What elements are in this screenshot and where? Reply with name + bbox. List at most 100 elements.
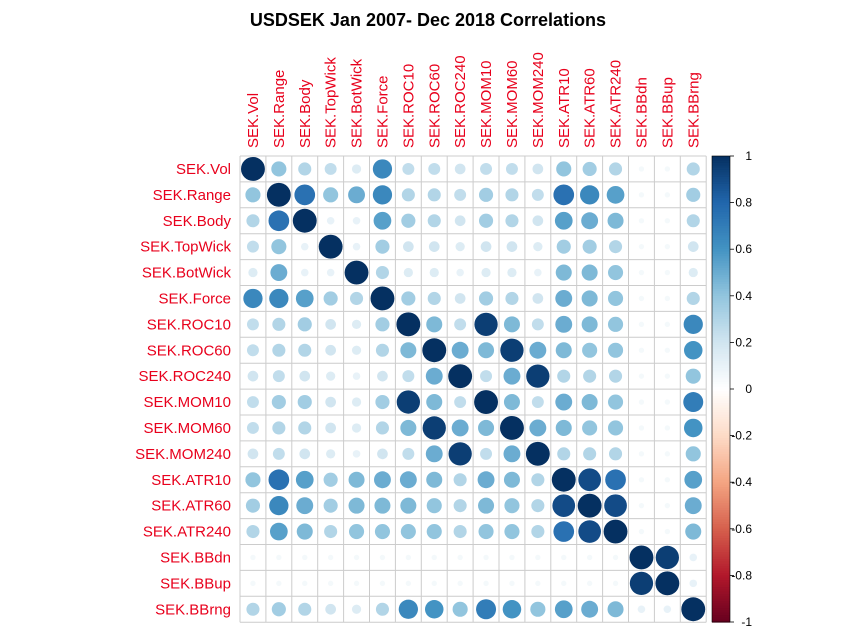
colorbar-segment bbox=[712, 307, 730, 311]
correlation-circle bbox=[578, 520, 601, 543]
correlation-circle bbox=[478, 213, 494, 228]
correlation-circle bbox=[297, 317, 312, 332]
correlation-circle bbox=[664, 399, 671, 405]
colorbar-segment bbox=[712, 498, 730, 502]
colorbar-segment bbox=[712, 239, 730, 243]
column-label: SEK.ROC60 bbox=[426, 64, 443, 148]
correlation-circle bbox=[400, 342, 417, 359]
colorbar-segment bbox=[712, 577, 730, 581]
colorbar-tick-label: -0.8 bbox=[731, 568, 752, 582]
correlation-circle bbox=[323, 187, 339, 203]
colorbar-segment bbox=[712, 400, 730, 404]
colorbar-segment bbox=[712, 158, 730, 162]
correlation-circle bbox=[557, 447, 571, 461]
correlation-circle bbox=[535, 554, 541, 561]
column-label: SEK.Force bbox=[374, 75, 391, 148]
colorbar-segment bbox=[712, 284, 730, 288]
colorbar-segment bbox=[712, 437, 730, 441]
colorbar-segment bbox=[712, 272, 730, 276]
correlation-circle bbox=[607, 394, 624, 410]
correlation-circle bbox=[400, 497, 417, 514]
correlation-circle bbox=[351, 319, 362, 329]
correlation-circle bbox=[453, 525, 467, 539]
colorbar-segment bbox=[712, 549, 730, 553]
correlation-circle bbox=[609, 447, 623, 461]
row-label: SEK.Vol bbox=[176, 161, 231, 178]
colorbar-segment bbox=[712, 156, 730, 159]
correlation-circle bbox=[582, 161, 597, 177]
colorbar-segment bbox=[712, 197, 730, 201]
correlation-circle bbox=[503, 316, 520, 333]
correlation-circle bbox=[400, 523, 416, 540]
correlation-circle bbox=[480, 447, 493, 460]
colorbar-segment bbox=[712, 612, 730, 616]
correlation-circle bbox=[269, 522, 288, 541]
column-label: SEK.MOM240 bbox=[530, 52, 547, 148]
correlation-circle bbox=[375, 239, 390, 254]
correlation-circle bbox=[403, 267, 413, 278]
colorbar-segment bbox=[712, 349, 730, 353]
colorbar-segment bbox=[712, 419, 730, 423]
correlation-circle bbox=[533, 242, 543, 252]
colorbar-segment bbox=[712, 258, 730, 262]
colorbar-segment bbox=[712, 279, 730, 283]
correlation-circle bbox=[403, 241, 414, 252]
correlation-circle bbox=[607, 264, 624, 281]
correlation-circle bbox=[554, 600, 573, 619]
colorbar-tick-label: -1 bbox=[741, 615, 752, 629]
correlation-circle bbox=[372, 185, 393, 205]
colorbar-segment bbox=[712, 167, 730, 171]
correlation-circle bbox=[399, 471, 417, 489]
correlation-circle bbox=[500, 416, 524, 440]
correlation-circle bbox=[531, 525, 545, 539]
colorbar-segment bbox=[712, 265, 730, 269]
correlation-circle bbox=[374, 471, 391, 489]
colorbar-segment bbox=[712, 444, 730, 448]
correlation-circle bbox=[683, 340, 703, 360]
correlation-circle bbox=[298, 602, 312, 616]
correlation-circle bbox=[451, 419, 469, 437]
correlation-circle bbox=[500, 338, 524, 362]
correlation-circle bbox=[326, 216, 335, 225]
correlation-circle bbox=[506, 241, 518, 252]
correlation-circle bbox=[607, 420, 624, 436]
colorbar-segment bbox=[712, 316, 730, 320]
correlation-circle bbox=[638, 166, 645, 172]
correlation-circle bbox=[350, 291, 364, 305]
colorbar-segment bbox=[712, 395, 730, 399]
colorbar-segment bbox=[712, 430, 730, 434]
colorbar-segment bbox=[712, 375, 730, 378]
colorbar-segment bbox=[712, 598, 730, 602]
correlation-circle bbox=[300, 268, 309, 277]
colorbar-segment bbox=[712, 489, 730, 493]
correlation-circle bbox=[629, 545, 654, 570]
correlation-circle bbox=[686, 214, 700, 228]
colorbar-segment bbox=[712, 491, 730, 495]
correlation-circle bbox=[507, 267, 517, 278]
colorbar-segment bbox=[712, 454, 730, 458]
correlation-circle bbox=[638, 269, 645, 276]
correlation-circle bbox=[318, 234, 343, 259]
row-label: SEK.MOM10 bbox=[143, 394, 231, 411]
row-label: SEK.BotWick bbox=[142, 265, 232, 282]
row-label: SEK.BBup bbox=[160, 575, 231, 592]
colorbar-segment bbox=[712, 409, 730, 413]
colorbar-segment bbox=[712, 542, 730, 546]
colorbar-segment bbox=[712, 414, 730, 418]
correlation-circle bbox=[638, 528, 645, 535]
colorbar-segment bbox=[712, 512, 730, 516]
colorbar-segment bbox=[712, 358, 730, 362]
correlation-circle bbox=[250, 554, 256, 561]
colorbar-segment bbox=[712, 451, 730, 455]
correlation-circle bbox=[638, 347, 645, 353]
colorbar-segment bbox=[712, 619, 730, 623]
colorbar-segment bbox=[712, 428, 730, 432]
correlation-circle bbox=[607, 290, 624, 307]
correlation-circle bbox=[375, 394, 390, 410]
correlation-circle bbox=[609, 369, 623, 383]
correlation-circle bbox=[295, 289, 314, 308]
correlation-circle bbox=[325, 344, 336, 356]
colorbar-segment bbox=[712, 496, 730, 500]
colorbar-segment bbox=[712, 333, 730, 337]
correlation-circle bbox=[664, 451, 671, 457]
